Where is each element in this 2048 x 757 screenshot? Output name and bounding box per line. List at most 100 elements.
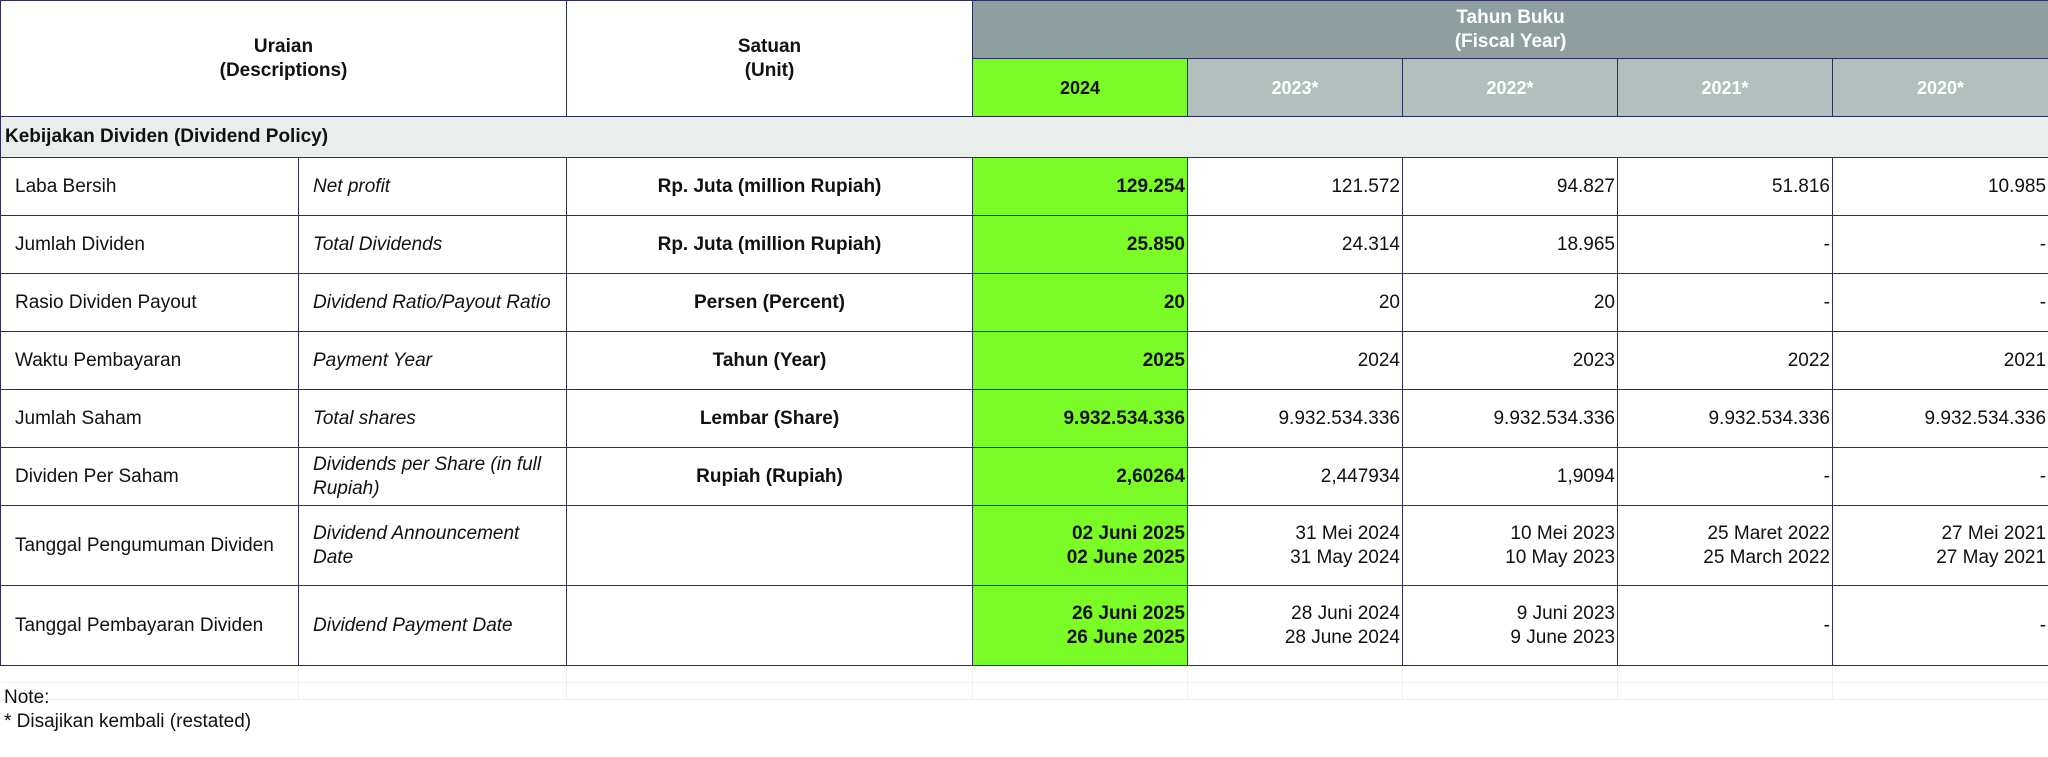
value-text: 9.932.534.336	[1278, 407, 1400, 429]
note-label: Note:	[4, 687, 50, 708]
value-text: 9.932.534.336	[1708, 407, 1830, 429]
year-header-2024: 2024	[972, 58, 1188, 117]
table-row: Tanggal Pembayaran Dividen Dividend Payme…	[0, 585, 2048, 666]
value-text: 31 May 2024	[1290, 546, 1400, 568]
value-text: 2025	[1142, 349, 1185, 371]
value-cell: -	[1831, 585, 2048, 666]
table-row: Jumlah Saham Total shares Lembar (Share) 9.…	[0, 389, 2048, 448]
row-label-id: Tanggal Pembayaran Dividen	[0, 585, 299, 666]
value-text: 02 Juni 2025	[1071, 522, 1185, 544]
value-cell: 2,60264	[972, 447, 1188, 506]
spacer-cell	[972, 665, 1188, 683]
value-cell: 9.932.534.336	[1402, 389, 1618, 448]
table-row: Jumlah Dividen Total Dividends Rp. Juta (m…	[0, 215, 2048, 274]
spacer-cell	[972, 682, 1188, 700]
note-spacer-row	[0, 682, 2048, 700]
value-cell: 2022	[1617, 331, 1833, 390]
value-text: 51.816	[1771, 175, 1830, 197]
value-text: 2021	[2003, 349, 2047, 371]
spacer-cell	[298, 682, 567, 700]
value-cell: -	[1617, 273, 1833, 332]
value-text: -	[1823, 465, 1830, 487]
table-row: Rasio Dividen Payout Dividend Ratio/Payou…	[0, 273, 2048, 332]
year-header-2022: 2022*	[1402, 58, 1618, 117]
row-unit	[566, 585, 973, 666]
value-text: 121.572	[1331, 175, 1400, 197]
value-cell: 51.816	[1617, 157, 1833, 216]
table-row: Waktu Pembayaran Payment Year Tahun (Year)…	[0, 331, 2048, 390]
value-cell: 27 Mei 2021 27 May 2021	[1831, 505, 2048, 586]
value-text: 9 June 2023	[1510, 626, 1615, 648]
section-title: Kebijakan Dividen (Dividend Policy)	[0, 116, 2048, 158]
value-text: 20	[1378, 291, 1400, 313]
value-cell: 02 Juni 2025 02 June 2025	[972, 505, 1188, 586]
row-label-en: Dividends per Share (in full Rupiah)	[298, 447, 567, 506]
value-text: 9 Juni 2023	[1516, 602, 1615, 624]
unit-header-id: Satuan	[737, 35, 802, 57]
value-cell: 2021	[1831, 331, 2048, 390]
value-cell: 10 Mei 2023 10 May 2023	[1402, 505, 1618, 586]
table-row: Dividen Per Saham Dividends per Share (in…	[0, 447, 2048, 506]
row-unit: Persen (Percent)	[566, 273, 973, 332]
row-unit: Lembar (Share)	[566, 389, 973, 448]
year-header-2023: 2023*	[1187, 58, 1403, 117]
value-text: 25.850	[1126, 233, 1185, 255]
row-label-en: Total shares	[298, 389, 567, 448]
value-cell: -	[1617, 447, 1833, 506]
value-text: 25 Maret 2022	[1707, 522, 1830, 544]
value-text: 10 Mei 2023	[1510, 522, 1615, 544]
value-cell: 26 Juni 2025 26 June 2025	[972, 585, 1188, 666]
value-text: -	[1823, 291, 1830, 313]
row-unit: Rp. Juta (million Rupiah)	[566, 215, 973, 274]
row-label-id: Waktu Pembayaran	[0, 331, 299, 390]
value-cell: 25.850	[972, 215, 1188, 274]
value-text: 28 Juni 2024	[1291, 602, 1400, 624]
value-text: 02 June 2025	[1066, 546, 1185, 568]
descriptions-header-en: (Descriptions)	[219, 59, 348, 81]
value-text: 27 Mei 2021	[1941, 522, 2047, 544]
value-text: -	[2039, 614, 2047, 636]
fiscal-year-header: Tahun Buku (Fiscal Year)	[971, 0, 2048, 59]
value-text: 26 June 2025	[1066, 626, 1185, 648]
value-cell: 9 Juni 2023 9 June 2023	[1402, 585, 1618, 666]
value-text: 10 May 2023	[1505, 546, 1615, 568]
value-cell: -	[1617, 585, 1833, 666]
value-text: 2,60264	[1116, 465, 1185, 487]
note-text: * Disajikan kembali (restated)	[4, 711, 252, 732]
row-label-id: Jumlah Dividen	[0, 215, 299, 274]
spacer-cell	[298, 665, 567, 683]
value-text: 24.314	[1341, 233, 1400, 255]
value-cell: 10.985	[1831, 157, 2048, 216]
value-cell: -	[1831, 273, 2048, 332]
value-text: 9.932.534.336	[1924, 407, 2047, 429]
value-cell: 121.572	[1187, 157, 1403, 216]
value-text: 2023	[1572, 349, 1615, 371]
value-text: 2,447934	[1320, 465, 1400, 487]
row-label-en: Dividend Ratio/Payout Ratio	[298, 273, 567, 332]
value-text: 1,9094	[1556, 465, 1615, 487]
spacer-cell	[1402, 682, 1618, 700]
value-cell: 18.965	[1402, 215, 1618, 274]
value-text: -	[1823, 233, 1830, 255]
row-label-id: Tanggal Pengumuman Dividen	[0, 505, 299, 586]
unit-header: Satuan (Unit)	[566, 0, 973, 117]
table-row: Tanggal Pengumuman Dividen Dividend Annou…	[0, 505, 2048, 586]
spacer-cell	[1187, 682, 1403, 700]
value-text: 27 May 2021	[1936, 546, 2047, 568]
spacer-cell	[1617, 665, 1833, 683]
value-text: 2024	[1357, 349, 1400, 371]
value-text: 28 June 2024	[1284, 626, 1400, 648]
value-text: 31 Mei 2024	[1295, 522, 1400, 544]
spacer-cell	[0, 682, 299, 700]
value-text: 2022	[1787, 349, 1830, 371]
value-cell: 2025	[972, 331, 1188, 390]
value-cell: 2024	[1187, 331, 1403, 390]
row-label-id: Dividen Per Saham	[0, 447, 299, 506]
spacer-cell	[566, 682, 973, 700]
dividend-policy-table: Uraian (Descriptions) Satuan (Unit) Tahu…	[0, 0, 2048, 700]
value-text: 94.827	[1556, 175, 1615, 197]
value-text: 25 March 2022	[1703, 546, 1830, 568]
value-text: -	[1823, 614, 1830, 636]
value-text: 9.932.534.336	[1493, 407, 1615, 429]
value-text: -	[2039, 291, 2047, 313]
